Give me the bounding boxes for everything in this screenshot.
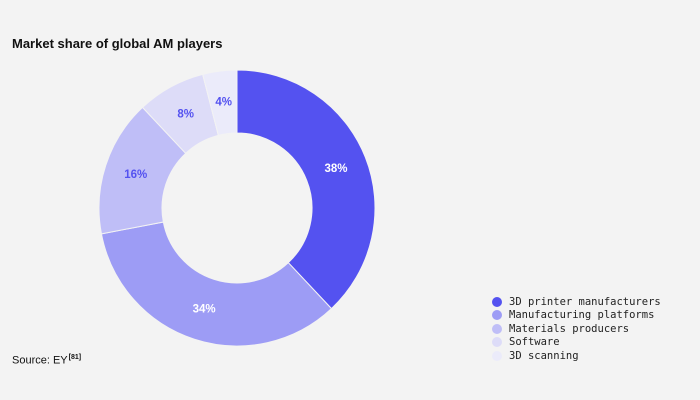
donut-slice-labels: 38% 34% 16% 8% 4% bbox=[124, 96, 347, 315]
chart-legend: 3D printer manufacturers Manufacturing pl… bbox=[492, 295, 661, 363]
chart-title: Market share of global AM players bbox=[12, 36, 223, 51]
donut-slice[interactable] bbox=[202, 69, 238, 136]
legend-swatch bbox=[492, 350, 502, 361]
source-text: Source: EY bbox=[12, 354, 68, 367]
slice-percent-label: 38% bbox=[325, 163, 348, 175]
legend-label: Manufacturing platforms bbox=[509, 309, 655, 322]
legend-item[interactable]: 3D printer manufacturers bbox=[492, 295, 661, 309]
slice-percent-label: 34% bbox=[193, 303, 216, 315]
source-reference[interactable]: [81] bbox=[68, 354, 82, 361]
legend-swatch bbox=[492, 323, 502, 334]
legend-item[interactable]: Software bbox=[492, 336, 661, 350]
donut-slices bbox=[98, 69, 376, 347]
legend-label: 3D scanning bbox=[509, 349, 579, 362]
slice-percent-label: 16% bbox=[124, 169, 147, 181]
legend-label: Materials producers bbox=[509, 322, 630, 335]
slice-percent-label: 8% bbox=[177, 109, 194, 121]
legend-swatch bbox=[492, 337, 502, 348]
legend-label: 3D printer manufacturers bbox=[509, 295, 661, 308]
legend-item[interactable]: Manufacturing platforms bbox=[492, 309, 661, 323]
slice-percent-label: 4% bbox=[215, 96, 232, 108]
legend-swatch bbox=[492, 310, 502, 321]
donut-slice[interactable] bbox=[100, 221, 333, 347]
donut-slice[interactable] bbox=[236, 69, 376, 310]
legend-item[interactable]: 3D scanning bbox=[492, 349, 661, 363]
source-note: Source: EY[81] bbox=[12, 354, 81, 367]
legend-item[interactable]: Materials producers bbox=[492, 322, 661, 336]
legend-label: Software bbox=[509, 336, 560, 349]
legend-swatch bbox=[492, 296, 502, 307]
